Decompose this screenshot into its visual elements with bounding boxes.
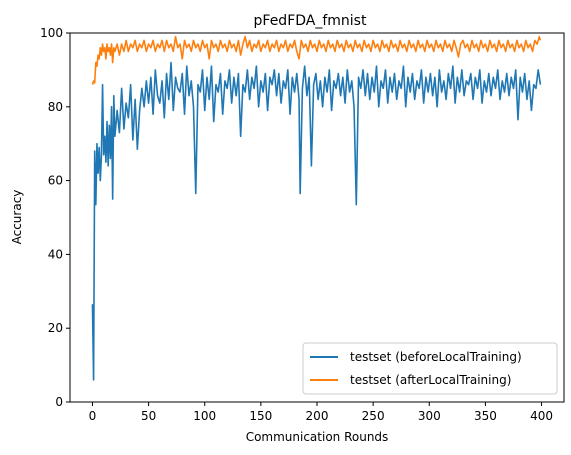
y-tick-label: 0 <box>55 395 63 409</box>
y-tick-label: 100 <box>40 26 63 40</box>
series-layer <box>91 35 542 381</box>
y-axis: 0 20 40 60 80 100 <box>40 26 70 409</box>
legend-label-before: testset (beforeLocalTraining) <box>350 350 522 364</box>
x-axis-label: Communication Rounds <box>246 430 389 444</box>
legend: testset (beforeLocalTraining) testset (a… <box>302 342 558 395</box>
x-tick-label: 200 <box>306 409 329 423</box>
x-tick-label: 100 <box>193 409 216 423</box>
y-tick-label: 60 <box>48 174 63 188</box>
x-axis: 0 50 100 150 200 250 300 350 400 <box>89 402 553 423</box>
y-tick-label: 20 <box>48 321 63 335</box>
chart-title: pFedFDA_fmnist <box>254 13 367 29</box>
x-tick-label: 50 <box>141 409 156 423</box>
x-tick-label: 400 <box>530 409 553 423</box>
x-tick-label: 250 <box>362 409 385 423</box>
x-tick-label: 150 <box>249 409 272 423</box>
series-line-after-local-training <box>91 35 542 85</box>
x-tick-label: 0 <box>89 409 97 423</box>
y-tick-label: 80 <box>48 100 63 114</box>
legend-label-after: testset (afterLocalTraining) <box>350 373 511 387</box>
series-line-before-local-training <box>91 61 542 381</box>
y-axis-label: Accuracy <box>10 190 24 245</box>
x-tick-label: 300 <box>418 409 441 423</box>
legend-box <box>302 342 558 395</box>
y-tick-label: 40 <box>48 247 63 261</box>
x-tick-label: 350 <box>474 409 497 423</box>
